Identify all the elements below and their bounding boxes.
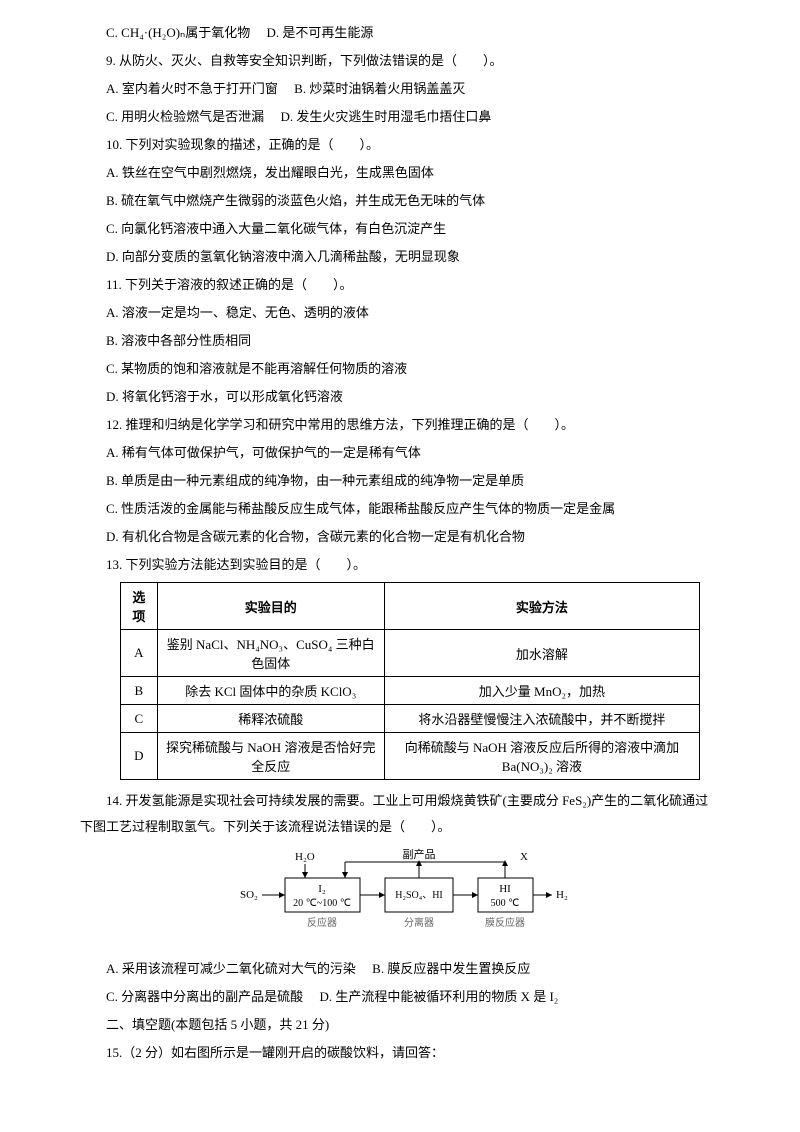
box1-label: 反应器 <box>307 916 337 929</box>
cell-a2: 鉴别 NaCl、NH₄NO₃、CuSO₄ 三种白色固体 <box>157 630 384 677</box>
th-method: 实验方法 <box>384 583 699 630</box>
q12-a: A. 稀有气体可做保护气，可做保护气的一定是稀有气体 <box>80 440 720 466</box>
table-row: A 鉴别 NaCl、NH₄NO₃、CuSO₄ 三种白色固体 加水溶解 <box>121 630 700 677</box>
cell-c3: 将水沿器壁慢慢注入浓硫酸中，并不断搅拌 <box>384 705 699 733</box>
table-header-row: 选项 实验目的 实验方法 <box>121 583 700 630</box>
q11-b: B. 溶液中各部分性质相同 <box>80 328 720 354</box>
box1-top: I₂ <box>318 883 326 895</box>
q14-a: A. 采用该流程可减少二氧化硫对大气的污染 <box>106 961 356 976</box>
table-row: C 稀释浓硫酸 将水沿器壁慢慢注入浓硫酸中，并不断搅拌 <box>121 705 700 733</box>
q11-d: D. 将氧化钙溶于水，可以形成氧化钙溶液 <box>80 384 720 410</box>
cell-c1: C <box>121 705 158 733</box>
byproduct-label: 副产品 <box>403 848 436 861</box>
cell-a3: 加水溶解 <box>384 630 699 677</box>
intro-options: C. CH₄·(H₂O)ₙ属于氧化物 D. 是不可再生能源 <box>80 20 720 46</box>
cell-b1: B <box>121 677 158 705</box>
cell-d3: 向稀硫酸与 NaOH 溶液反应后所得的溶液中滴加 Ba(NO₃)₂ 溶液 <box>384 733 699 780</box>
q14-diagram: SO₂ H₂O I₂ 20 ℃~100 ℃ 反应器 H₂SO₄、HI 分离器 副… <box>80 848 720 948</box>
q10-a: A. 铁丝在空气中剧烈燃烧，发出耀眼白光，生成黑色固体 <box>80 160 720 186</box>
q13-stem: 13. 下列实验方法能达到实验目的是（ ）。 <box>80 552 720 578</box>
box2-label: 分离器 <box>404 916 434 929</box>
q12-stem: 12. 推理和归纳是化学学习和研究中常用的思维方法，下列推理正确的是（ ）。 <box>80 412 720 438</box>
q9-cd: C. 用明火检验燃气是否泄漏 D. 发生火灾逃生时用湿毛巾捂住口鼻 <box>80 104 720 130</box>
th-option: 选项 <box>121 583 158 630</box>
q14-b: B. 膜反应器中发生置换反应 <box>372 961 530 976</box>
q12-b: B. 单质是由一种元素组成的纯净物，由一种元素组成的纯净物一定是单质 <box>80 468 720 494</box>
q9-ab: A. 室内着火时不急于打开门窗 B. 炒菜时油锅着火用锅盖盖灭 <box>80 76 720 102</box>
intro-opt-d: D. 是不可再生能源 <box>267 25 374 40</box>
q14-stem: 14. 开发氢能源是实现社会可持续发展的需要。工业上可用煅烧黄铁矿(主要成分 F… <box>80 788 720 840</box>
x-label: X <box>520 851 528 863</box>
box1-bot: 20 ℃~100 ℃ <box>293 898 351 909</box>
table-row: B 除去 KCl 固体中的杂质 KClO₃ 加入少量 MnO₂，加热 <box>121 677 700 705</box>
cell-b2: 除去 KCl 固体中的杂质 KClO₃ <box>157 677 384 705</box>
q10-b: B. 硫在氧气中燃烧产生微弱的淡蓝色火焰，并生成无色无味的气体 <box>80 188 720 214</box>
q9-stem: 9. 从防火、灭火、自救等安全知识判断，下列做法错误的是（ ）。 <box>80 48 720 74</box>
h2-label: H₂ <box>556 889 568 901</box>
cell-d2: 探究稀硫酸与 NaOH 溶液是否恰好完全反应 <box>157 733 384 780</box>
cell-c2: 稀释浓硫酸 <box>157 705 384 733</box>
box3-top: HI <box>499 883 511 895</box>
table-row: D 探究稀硫酸与 NaOH 溶液是否恰好完全反应 向稀硫酸与 NaOH 溶液反应… <box>121 733 700 780</box>
flow-diagram: SO₂ H₂O I₂ 20 ℃~100 ℃ 反应器 H₂SO₄、HI 分离器 副… <box>230 848 570 943</box>
q10-stem: 10. 下列对实验现象的描述，正确的是（ ）。 <box>80 132 720 158</box>
q14-ab: A. 采用该流程可减少二氧化硫对大气的污染 B. 膜反应器中发生置换反应 <box>80 956 720 982</box>
q14-c: C. 分离器中分离出的副产品是硫酸 <box>106 989 303 1004</box>
q13-table: 选项 实验目的 实验方法 A 鉴别 NaCl、NH₄NO₃、CuSO₄ 三种白色… <box>120 582 700 780</box>
box3-bot: 500 ℃ <box>491 898 520 909</box>
q11-c: C. 某物质的饱和溶液就是不能再溶解任何物质的溶液 <box>80 356 720 382</box>
intro-opt-c: C. CH₄·(H₂O)ₙ属于氧化物 <box>106 25 250 40</box>
q10-c: C. 向氯化钙溶液中通入大量二氧化碳气体，有白色沉淀产生 <box>80 216 720 242</box>
cell-b3: 加入少量 MnO₂，加热 <box>384 677 699 705</box>
q9-b: B. 炒菜时油锅着火用锅盖盖灭 <box>294 81 465 96</box>
q11-stem: 11. 下列关于溶液的叙述正确的是（ ）。 <box>80 272 720 298</box>
box3-label: 膜反应器 <box>485 916 525 929</box>
q12-c: C. 性质活泼的金属能与稀盐酸反应生成气体，能跟稀盐酸反应产生气体的物质一定是金… <box>80 496 720 522</box>
q9-a: A. 室内着火时不急于打开门窗 <box>106 81 278 96</box>
cell-d1: D <box>121 733 158 780</box>
th-purpose: 实验目的 <box>157 583 384 630</box>
q11-a: A. 溶液一定是均一、稳定、无色、透明的液体 <box>80 300 720 326</box>
h2o-label: H₂O <box>295 851 315 863</box>
q10-d: D. 向部分变质的氢氧化钠溶液中滴入几滴稀盐酸，无明显现象 <box>80 244 720 270</box>
q9-d: D. 发生火灾逃生时用湿毛巾捂住口鼻 <box>280 109 491 124</box>
q12-d: D. 有机化合物是含碳元素的化合物，含碳元素的化合物一定是有机化合物 <box>80 524 720 550</box>
box2-mid: H₂SO₄、HI <box>395 890 443 901</box>
q14-cd: C. 分离器中分离出的副产品是硫酸 D. 生产流程中能被循环利用的物质 X 是 … <box>80 984 720 1010</box>
q15-stem: 15.（2 分）如右图所示是一罐刚开启的碳酸饮料，请回答： <box>80 1040 720 1066</box>
so2-label: SO₂ <box>240 889 258 901</box>
q14-d: D. 生产流程中能被循环利用的物质 X 是 I₂ <box>319 989 558 1004</box>
section2-title: 二、填空题(本题包括 5 小题，共 21 分) <box>80 1012 720 1038</box>
q9-c: C. 用明火检验燃气是否泄漏 <box>106 109 264 124</box>
cell-a1: A <box>121 630 158 677</box>
